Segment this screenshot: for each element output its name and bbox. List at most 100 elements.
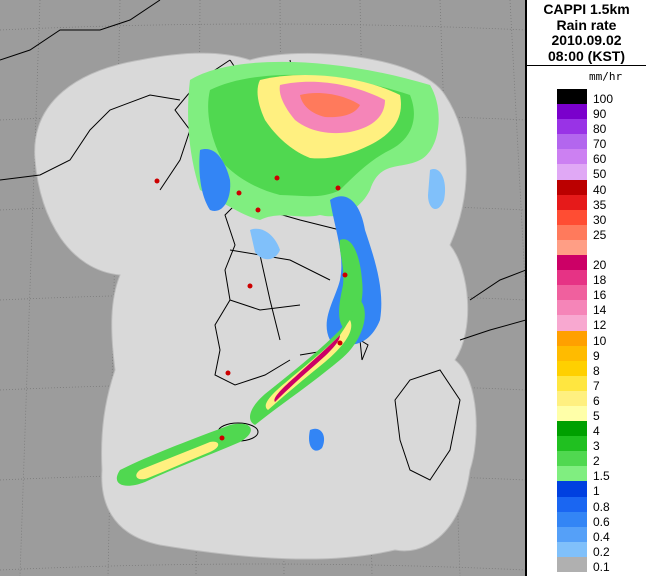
legend-swatch bbox=[557, 164, 587, 180]
legend-label: 2 bbox=[593, 454, 600, 469]
legend-unit: mm/hr bbox=[589, 70, 623, 83]
legend-row: 25 bbox=[557, 224, 606, 242]
legend-swatch bbox=[557, 285, 587, 301]
title-product: CAPPI 1.5km bbox=[543, 1, 630, 17]
legend-label: 20 bbox=[593, 258, 607, 273]
legend-swatch bbox=[557, 541, 587, 557]
legend-row: 35 bbox=[557, 194, 606, 212]
legend-row: 30 bbox=[557, 209, 606, 227]
legend-label: 18 bbox=[593, 273, 607, 288]
legend-swatch bbox=[557, 270, 587, 286]
legend-panel: CAPPI 1.5km Rain rate 2010.09.02 08:00 (… bbox=[526, 0, 646, 576]
legend-swatch bbox=[557, 526, 587, 542]
legend-swatch bbox=[557, 224, 587, 240]
legend-row: 18 bbox=[557, 270, 606, 287]
legend-label: 1 bbox=[593, 484, 600, 499]
legend-label: 90 bbox=[593, 107, 607, 122]
legend-swatch bbox=[557, 511, 587, 527]
legend-label: 8 bbox=[593, 363, 600, 378]
legend-label: 25 bbox=[593, 227, 607, 242]
legend-swatch bbox=[557, 239, 587, 256]
legend-row: 12 bbox=[557, 315, 606, 332]
legend-row: 100 bbox=[557, 89, 613, 106]
legend-swatch bbox=[557, 209, 587, 225]
legend-row: 7 bbox=[557, 375, 600, 393]
legend-swatch bbox=[557, 496, 587, 512]
legend-row: 90 bbox=[557, 104, 606, 121]
legend-row: 2 bbox=[557, 451, 600, 468]
legend-row: 5 bbox=[557, 405, 600, 423]
legend-label: 80 bbox=[593, 122, 607, 137]
color-scale: 100 90 80 70 60 50 40 35 30 25 20 18 16 14 12 10 9 8 7 6 5 4 3… bbox=[557, 89, 613, 574]
legend-row: 40 bbox=[557, 179, 606, 197]
legend-row: 3 bbox=[557, 436, 600, 453]
legend-swatch bbox=[557, 255, 587, 271]
radar-sites bbox=[154, 175, 348, 441]
legend-label: 0.4 bbox=[593, 529, 610, 544]
legend-label: 4 bbox=[593, 424, 600, 439]
legend-row: 14 bbox=[557, 300, 606, 317]
precipitation-echoes bbox=[116, 61, 446, 486]
legend-label: 10 bbox=[593, 333, 607, 348]
legend-label: 30 bbox=[593, 212, 607, 227]
legend-label: 16 bbox=[593, 288, 607, 303]
legend-row: 1 bbox=[557, 481, 600, 498]
legend-label: 50 bbox=[593, 167, 607, 182]
legend-label: 5 bbox=[593, 408, 600, 423]
legend-label: 35 bbox=[593, 197, 607, 212]
legend-label: 12 bbox=[593, 318, 607, 333]
legend-label: 70 bbox=[593, 137, 607, 152]
legend-row: 0.6 bbox=[557, 511, 610, 529]
legend-row bbox=[557, 239, 587, 256]
legend-swatch bbox=[557, 315, 587, 331]
legend-swatch bbox=[557, 300, 587, 316]
legend-label: 14 bbox=[593, 303, 607, 318]
legend-row: 50 bbox=[557, 164, 606, 181]
legend-swatch bbox=[557, 360, 587, 376]
title-time: 08:00 (KST) bbox=[547, 47, 626, 64]
legend-row: 0.2 bbox=[557, 541, 610, 559]
title-variable: Rain rate bbox=[556, 16, 617, 33]
legend-label: 40 bbox=[593, 182, 607, 197]
legend-swatch bbox=[557, 436, 587, 452]
legend-row: 1.5 bbox=[557, 466, 610, 483]
legend-label: 0.8 bbox=[593, 499, 610, 514]
radar-map bbox=[0, 0, 526, 576]
legend-swatch bbox=[557, 466, 587, 482]
legend-swatch bbox=[557, 119, 587, 135]
legend-swatch bbox=[557, 375, 587, 391]
legend-swatch bbox=[557, 421, 587, 437]
legend-row: 60 bbox=[557, 149, 606, 166]
legend-row: 8 bbox=[557, 360, 600, 378]
legend-row: 0.1 bbox=[557, 556, 610, 574]
legend-swatch bbox=[557, 179, 587, 195]
legend-row: 80 bbox=[557, 119, 606, 136]
legend-label: 100 bbox=[593, 92, 614, 106]
legend-swatch bbox=[557, 149, 587, 165]
legend-label: 9 bbox=[593, 348, 600, 363]
legend-row: 6 bbox=[557, 390, 600, 408]
legend-label: 0.1 bbox=[593, 559, 610, 574]
legend-label: 0.2 bbox=[593, 544, 610, 559]
legend-swatch bbox=[557, 451, 587, 467]
radar-map-canvas bbox=[0, 0, 525, 576]
legend-swatch bbox=[557, 390, 587, 406]
legend-row: 0.8 bbox=[557, 496, 610, 514]
legend-swatch bbox=[557, 104, 587, 120]
legend-swatch bbox=[557, 194, 587, 210]
legend-swatch bbox=[557, 345, 587, 361]
legend-label: 60 bbox=[593, 152, 607, 167]
legend-label: 7 bbox=[593, 378, 600, 393]
title-date: 2010.09.02 bbox=[551, 32, 622, 48]
legend-row: 16 bbox=[557, 285, 606, 302]
legend-row: 70 bbox=[557, 134, 606, 151]
legend-row: 0.4 bbox=[557, 526, 610, 544]
legend-swatch bbox=[557, 481, 587, 497]
legend-label: 3 bbox=[593, 439, 600, 454]
product-title: CAPPI 1.5km Rain rate 2010.09.02 08:00 (… bbox=[527, 0, 646, 66]
legend-row: 9 bbox=[557, 345, 600, 363]
legend-row: 20 bbox=[557, 255, 606, 272]
legend-swatch bbox=[557, 89, 587, 105]
legend-swatch bbox=[557, 556, 587, 572]
legend-label: 1.5 bbox=[593, 469, 610, 484]
